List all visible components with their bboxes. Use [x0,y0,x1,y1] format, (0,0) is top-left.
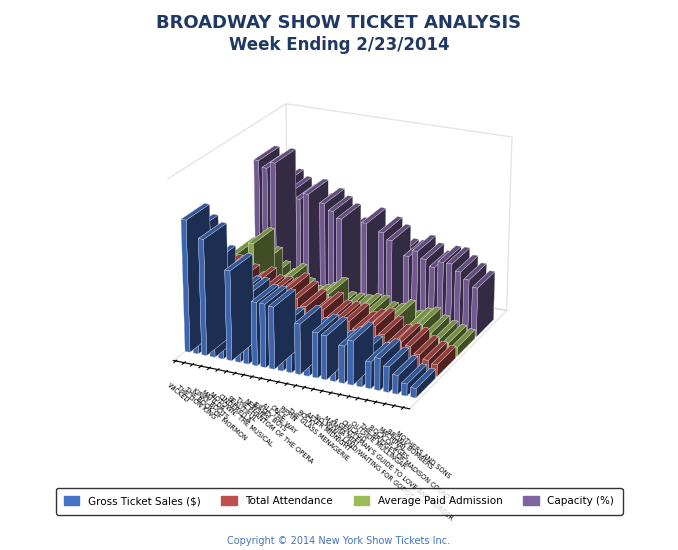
Text: Week Ending 2/23/2014: Week Ending 2/23/2014 [228,36,450,54]
Legend: Gross Ticket Sales ($), Total Attendance, Average Paid Admission, Capacity (%): Gross Ticket Sales ($), Total Attendance… [56,488,622,515]
Text: BROADWAY SHOW TICKET ANALYSIS: BROADWAY SHOW TICKET ANALYSIS [157,14,521,32]
Text: Copyright © 2014 New York Show Tickets Inc.: Copyright © 2014 New York Show Tickets I… [227,536,451,546]
